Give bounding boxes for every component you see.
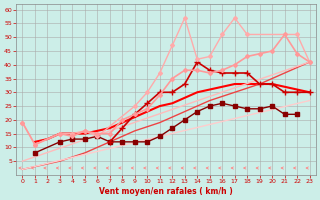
X-axis label: Vent moyen/en rafales ( km/h ): Vent moyen/en rafales ( km/h ) xyxy=(99,187,233,196)
